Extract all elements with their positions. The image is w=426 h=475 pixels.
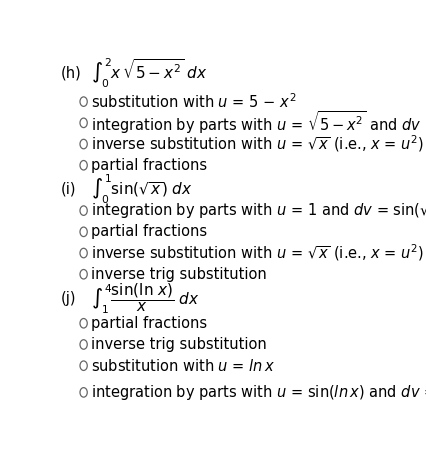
Text: partial fractions: partial fractions (91, 158, 207, 173)
Text: integration by parts with $u$ = $\sqrt{5-x^2}$ and $dv$ = $x$ $dx$: integration by parts with $u$ = $\sqrt{5… (91, 109, 426, 136)
Text: inverse substitution with $u$ = $\sqrt{x}$ (i.e., $x$ = $u^2$): inverse substitution with $u$ = $\sqrt{x… (91, 243, 424, 264)
Text: partial fractions: partial fractions (91, 224, 207, 239)
Text: partial fractions: partial fractions (91, 316, 207, 331)
Text: integration by parts with $u$ = sin($\mathit{ln}\, x$) and $dv$ = $\dfrac{1}{x}$: integration by parts with $u$ = sin($\ma… (91, 378, 426, 407)
Text: substitution with $u$ = 5 − $x^2$: substitution with $u$ = 5 − $x^2$ (91, 92, 296, 111)
Text: (h): (h) (60, 66, 81, 81)
Text: substitution with $u$ = $\mathit{ln}\, x$: substitution with $u$ = $\mathit{ln}\, x… (91, 358, 276, 374)
Text: $\int_1^{4} \dfrac{\mathrm{sin}(\ln\, x)}{x}\; dx$: $\int_1^{4} \dfrac{\mathrm{sin}(\ln\, x)… (91, 281, 200, 315)
Text: (i): (i) (60, 182, 76, 197)
Text: inverse trig substitution: inverse trig substitution (91, 267, 267, 282)
Text: $\int_0^{2} x\, \sqrt{5-x^2}\; dx$: $\int_0^{2} x\, \sqrt{5-x^2}\; dx$ (91, 57, 208, 90)
Text: inverse substitution with $u$ = $\sqrt{x}$ (i.e., $x$ = $u^2$): inverse substitution with $u$ = $\sqrt{x… (91, 133, 424, 154)
Text: (j): (j) (60, 291, 76, 306)
Text: $\int_0^{1} \sin(\sqrt{x})\; dx$: $\int_0^{1} \sin(\sqrt{x})\; dx$ (91, 173, 193, 206)
Text: integration by parts with $u$ = 1 and $dv$ = sin($\sqrt{x}$) $dx$: integration by parts with $u$ = 1 and $d… (91, 200, 426, 220)
Text: inverse trig substitution: inverse trig substitution (91, 337, 267, 352)
